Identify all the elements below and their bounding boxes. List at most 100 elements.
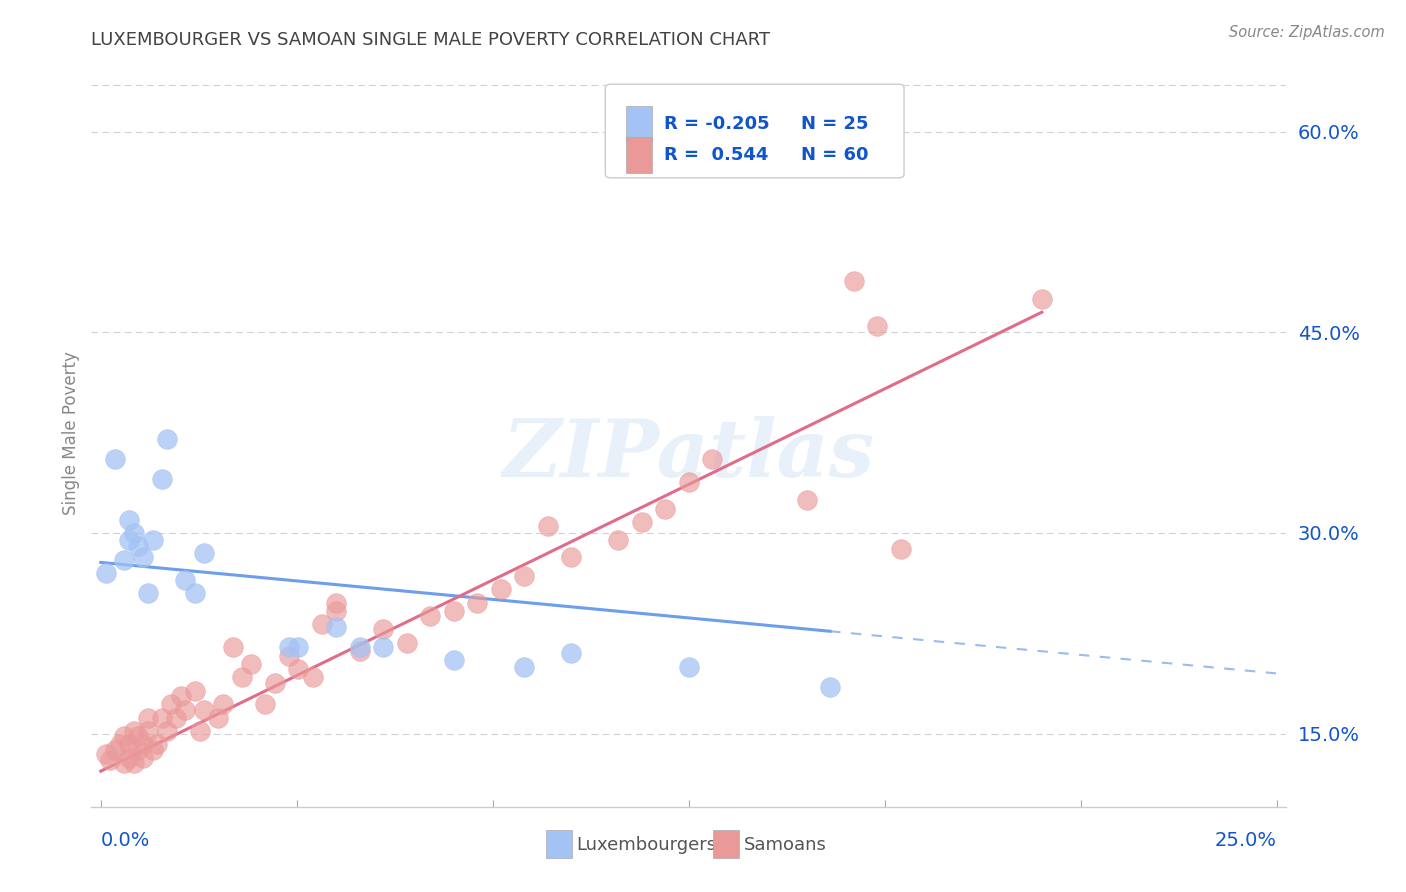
Point — [132, 751, 155, 765]
Point — [104, 452, 127, 467]
Point — [489, 582, 512, 596]
Point — [631, 516, 654, 530]
Point — [174, 573, 197, 587]
Point — [607, 533, 630, 547]
Point — [118, 512, 141, 526]
Text: R =  0.544: R = 0.544 — [664, 146, 768, 164]
Point — [287, 640, 309, 654]
Point — [395, 635, 418, 649]
Bar — [713, 830, 740, 858]
Point — [443, 603, 465, 617]
Point — [325, 596, 347, 610]
Point — [325, 603, 347, 617]
Point — [112, 552, 135, 567]
Point — [174, 703, 197, 717]
Point — [136, 710, 159, 724]
Point — [98, 753, 121, 767]
Point — [207, 710, 229, 724]
Point — [221, 640, 243, 654]
Point — [231, 671, 253, 685]
Point — [94, 566, 117, 580]
Point — [142, 742, 165, 756]
Point — [136, 586, 159, 600]
Point — [419, 609, 441, 624]
Point — [818, 680, 841, 694]
Point — [702, 452, 724, 467]
Point — [193, 546, 215, 560]
Point — [371, 623, 394, 637]
Text: 0.0%: 0.0% — [101, 831, 150, 850]
Point — [240, 657, 263, 671]
Point — [654, 501, 676, 516]
Text: ZIPatlas: ZIPatlas — [503, 417, 875, 494]
Point — [443, 653, 465, 667]
Point — [146, 737, 169, 751]
Point — [1031, 292, 1053, 306]
Point — [254, 698, 277, 712]
Point — [537, 519, 560, 533]
Text: N = 25: N = 25 — [801, 115, 869, 133]
Text: 25.0%: 25.0% — [1215, 831, 1277, 850]
Point — [513, 660, 536, 674]
Text: R = -0.205: R = -0.205 — [664, 115, 769, 133]
Bar — [626, 137, 652, 173]
Point — [890, 541, 912, 557]
Point — [678, 660, 700, 674]
Point — [118, 533, 141, 547]
Point — [325, 619, 347, 633]
Point — [160, 698, 183, 712]
FancyBboxPatch shape — [605, 84, 904, 178]
Point — [127, 539, 149, 553]
Point — [127, 742, 149, 756]
Text: N = 60: N = 60 — [801, 146, 869, 164]
Text: LUXEMBOURGER VS SAMOAN SINGLE MALE POVERTY CORRELATION CHART: LUXEMBOURGER VS SAMOAN SINGLE MALE POVER… — [91, 31, 770, 49]
Point — [150, 710, 173, 724]
Point — [513, 569, 536, 583]
Point — [193, 703, 215, 717]
Point — [188, 724, 211, 739]
Point — [156, 433, 179, 447]
Point — [108, 737, 131, 751]
Point — [278, 640, 301, 654]
Text: Source: ZipAtlas.com: Source: ZipAtlas.com — [1229, 25, 1385, 40]
Text: Luxembourgers: Luxembourgers — [576, 836, 717, 854]
Text: Samoans: Samoans — [744, 836, 827, 854]
Point — [560, 549, 582, 565]
Point — [349, 640, 371, 654]
Point — [184, 684, 207, 698]
Point — [142, 533, 165, 547]
Point — [371, 640, 394, 654]
Point — [264, 676, 287, 690]
Point — [560, 646, 582, 660]
Point — [184, 586, 207, 600]
Point — [104, 742, 127, 756]
Point — [94, 747, 117, 761]
Point — [127, 730, 149, 744]
Point — [132, 737, 155, 751]
Y-axis label: Single Male Poverty: Single Male Poverty — [62, 351, 80, 515]
Point — [112, 756, 135, 770]
Point — [301, 671, 323, 685]
Point — [465, 596, 488, 610]
Point — [165, 710, 187, 724]
Point — [136, 724, 159, 739]
Point — [122, 756, 145, 770]
Point — [842, 275, 865, 289]
Point — [678, 475, 700, 489]
Point — [150, 473, 173, 487]
Point — [122, 526, 145, 541]
Bar — [546, 830, 572, 858]
Point — [170, 689, 193, 703]
Point — [311, 617, 333, 632]
Point — [132, 549, 155, 565]
Point — [118, 751, 141, 765]
Point — [112, 730, 135, 744]
Point — [156, 724, 179, 739]
Bar — [626, 106, 652, 142]
Point — [212, 698, 235, 712]
Point — [796, 492, 818, 507]
Point — [122, 724, 145, 739]
Point — [118, 737, 141, 751]
Point — [278, 649, 301, 664]
Point — [349, 644, 371, 658]
